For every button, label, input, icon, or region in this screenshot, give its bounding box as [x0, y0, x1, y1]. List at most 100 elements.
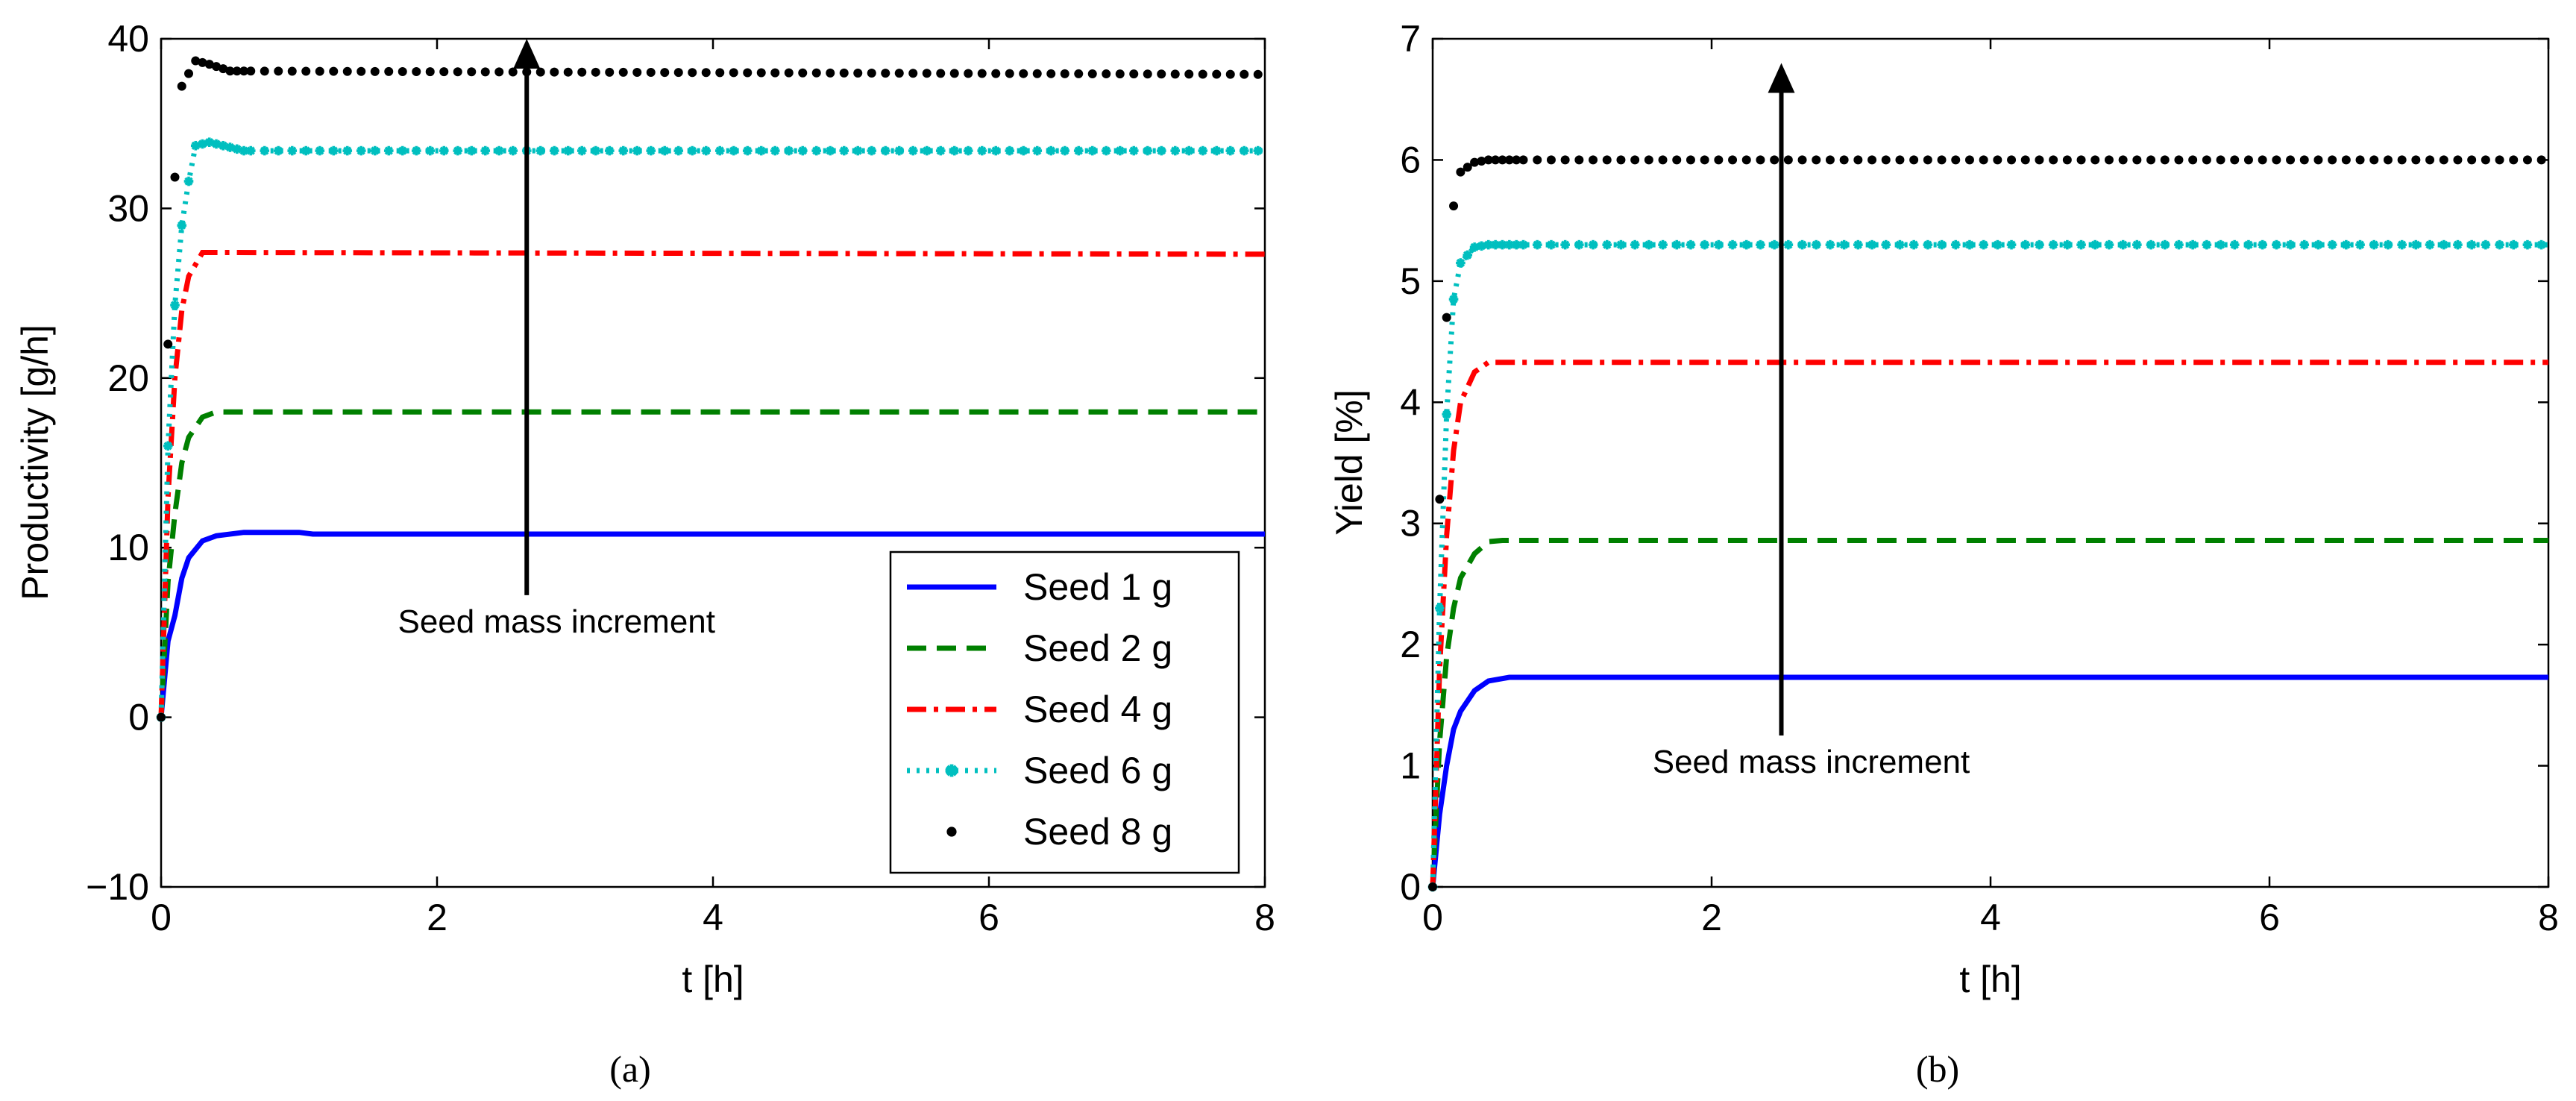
data-point [170, 172, 180, 182]
data-point [1498, 155, 1507, 165]
data-point [2495, 239, 2504, 250]
data-point [2229, 239, 2240, 250]
data-point [494, 145, 504, 156]
data-point [2202, 155, 2211, 165]
data-point [1448, 294, 1459, 304]
data-point [2272, 155, 2281, 165]
data-point [826, 68, 835, 78]
data-point [1700, 239, 1709, 250]
data-point [2411, 155, 2421, 165]
data-point [439, 145, 449, 156]
data-point [2243, 239, 2254, 250]
data-point [225, 142, 235, 152]
data-point [1964, 239, 1975, 250]
data-point [2285, 239, 2296, 250]
data-point [729, 145, 739, 156]
data-point [2216, 155, 2225, 165]
data-point [191, 56, 201, 66]
data-point [163, 441, 173, 451]
data-point [2466, 239, 2477, 250]
data-point [2299, 239, 2310, 250]
data-point [1018, 145, 1028, 156]
data-point [1672, 155, 1682, 165]
data-point [2299, 155, 2309, 165]
data-point [177, 220, 187, 230]
data-point [1937, 155, 1947, 165]
legend-swatch [946, 826, 957, 837]
y-tick-label: 0 [1400, 866, 1421, 908]
data-point [1560, 155, 1570, 165]
data-point [1087, 69, 1097, 78]
legend-a: Seed 1 g Seed 2 g Seed 4 g Seed 6 g Seed 8 g [889, 550, 1240, 874]
data-point [1825, 155, 1835, 165]
legend-item-4: Seed 6 g [907, 750, 1172, 791]
data-point [1435, 603, 1445, 613]
data-point [618, 67, 628, 77]
data-point [949, 145, 960, 156]
data-point [756, 68, 766, 78]
data-point [1783, 155, 1793, 165]
annotation-a: Seed mass increment [398, 39, 715, 640]
data-point [605, 67, 615, 77]
arrowhead-a [513, 39, 541, 69]
x-tick-label: 0 [151, 897, 172, 938]
data-point [2132, 155, 2142, 165]
legend-entries-a: Seed 1 g Seed 2 g Seed 4 g Seed 6 g Seed 8 g [907, 566, 1172, 853]
data-point [183, 176, 194, 186]
y-tick-label: 2 [1400, 624, 1421, 665]
data-point [232, 144, 242, 154]
data-point [480, 145, 491, 156]
series-seed-6-g [156, 137, 1265, 722]
data-point [770, 68, 780, 78]
data-point [204, 137, 215, 148]
data-point [2508, 239, 2519, 250]
y-axis-label-b: Yield [%] [1328, 389, 1370, 535]
data-point [825, 145, 835, 156]
data-point [2243, 155, 2253, 165]
data-point [2049, 155, 2058, 165]
data-point [1714, 155, 1724, 165]
data-point [273, 145, 283, 156]
data-point [1979, 239, 1988, 250]
data-point [1490, 239, 1501, 250]
x-tick-label: 4 [1980, 897, 2001, 938]
data-point [770, 145, 780, 156]
data-point [963, 145, 973, 156]
data-point [1504, 239, 1515, 250]
data-point [2202, 239, 2212, 250]
data-point [1825, 239, 1835, 250]
data-point [949, 69, 959, 78]
data-point [2536, 155, 2546, 165]
data-point [260, 145, 270, 156]
data-point [315, 66, 324, 76]
data-point [232, 66, 242, 76]
data-point [701, 68, 711, 78]
data-point [1741, 239, 1752, 250]
y-tick-label: 6 [1400, 139, 1421, 181]
data-point [2522, 155, 2532, 165]
ticks-b: 0 2 4 6 8 0 1 2 3 4 5 6 7 [1400, 18, 2559, 938]
data-point [1087, 145, 1098, 156]
data-point [1156, 145, 1166, 156]
caption-a: (a) [609, 1048, 651, 1090]
data-point [839, 145, 849, 156]
data-point [453, 145, 463, 156]
data-point [1032, 69, 1042, 78]
data-point [935, 145, 946, 156]
data-point [2132, 239, 2142, 250]
data-point [1923, 239, 1933, 250]
data-point [245, 145, 256, 156]
data-point [908, 69, 918, 78]
data-point [1184, 145, 1194, 156]
series-seed-2-g-line [158, 409, 1265, 718]
arrowhead-b [1768, 63, 1795, 93]
legend-label: Seed 4 g [1023, 688, 1172, 730]
data-point [1060, 69, 1069, 78]
series-seed-4-g [158, 250, 1266, 718]
data-point [577, 145, 587, 156]
data-point [673, 68, 683, 78]
data-point [535, 67, 545, 77]
data-point [1993, 239, 2002, 250]
data-point [784, 68, 794, 78]
